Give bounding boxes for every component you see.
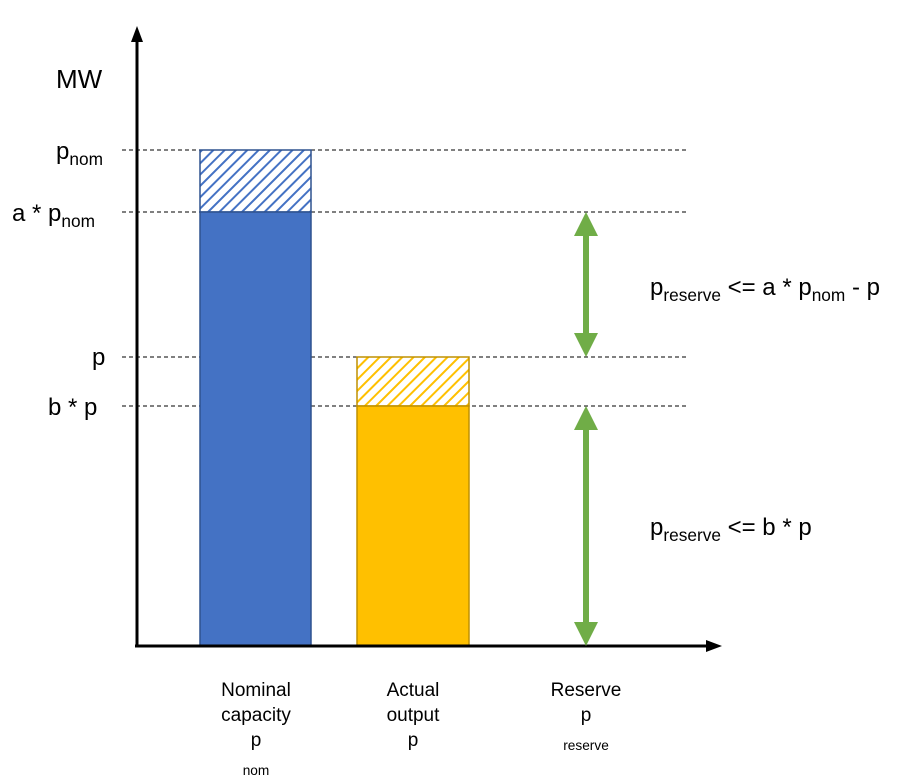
nominal-bar — [199, 211, 312, 647]
y-axis-label: MW — [56, 64, 103, 94]
nominal-bar-hatched — [199, 149, 312, 213]
p-level-label: p — [92, 344, 106, 371]
reserve-label: Reserve p reserve — [550, 680, 622, 753]
lower-constraint-label: preserve <= b * p — [650, 514, 812, 546]
pnom-level-label: pnom — [56, 138, 103, 170]
bp-level-label: b * p — [48, 394, 98, 421]
y-axis-arrowhead — [131, 26, 143, 42]
actual-output-label: Actual output p — [386, 680, 440, 751]
apnom-level-label: a * pnom — [12, 200, 95, 232]
actual-bar — [356, 405, 470, 647]
actual-bar-hatched — [356, 356, 470, 407]
x-axis-arrowhead — [706, 640, 722, 652]
upper-reserve-double-arrow — [574, 212, 598, 357]
upper-constraint-label: preserve <= a * pnom - p — [650, 274, 880, 306]
lower-reserve-double-arrow — [574, 406, 598, 646]
nominal-capacity-label: Nominal capacity p nom — [221, 680, 291, 778]
